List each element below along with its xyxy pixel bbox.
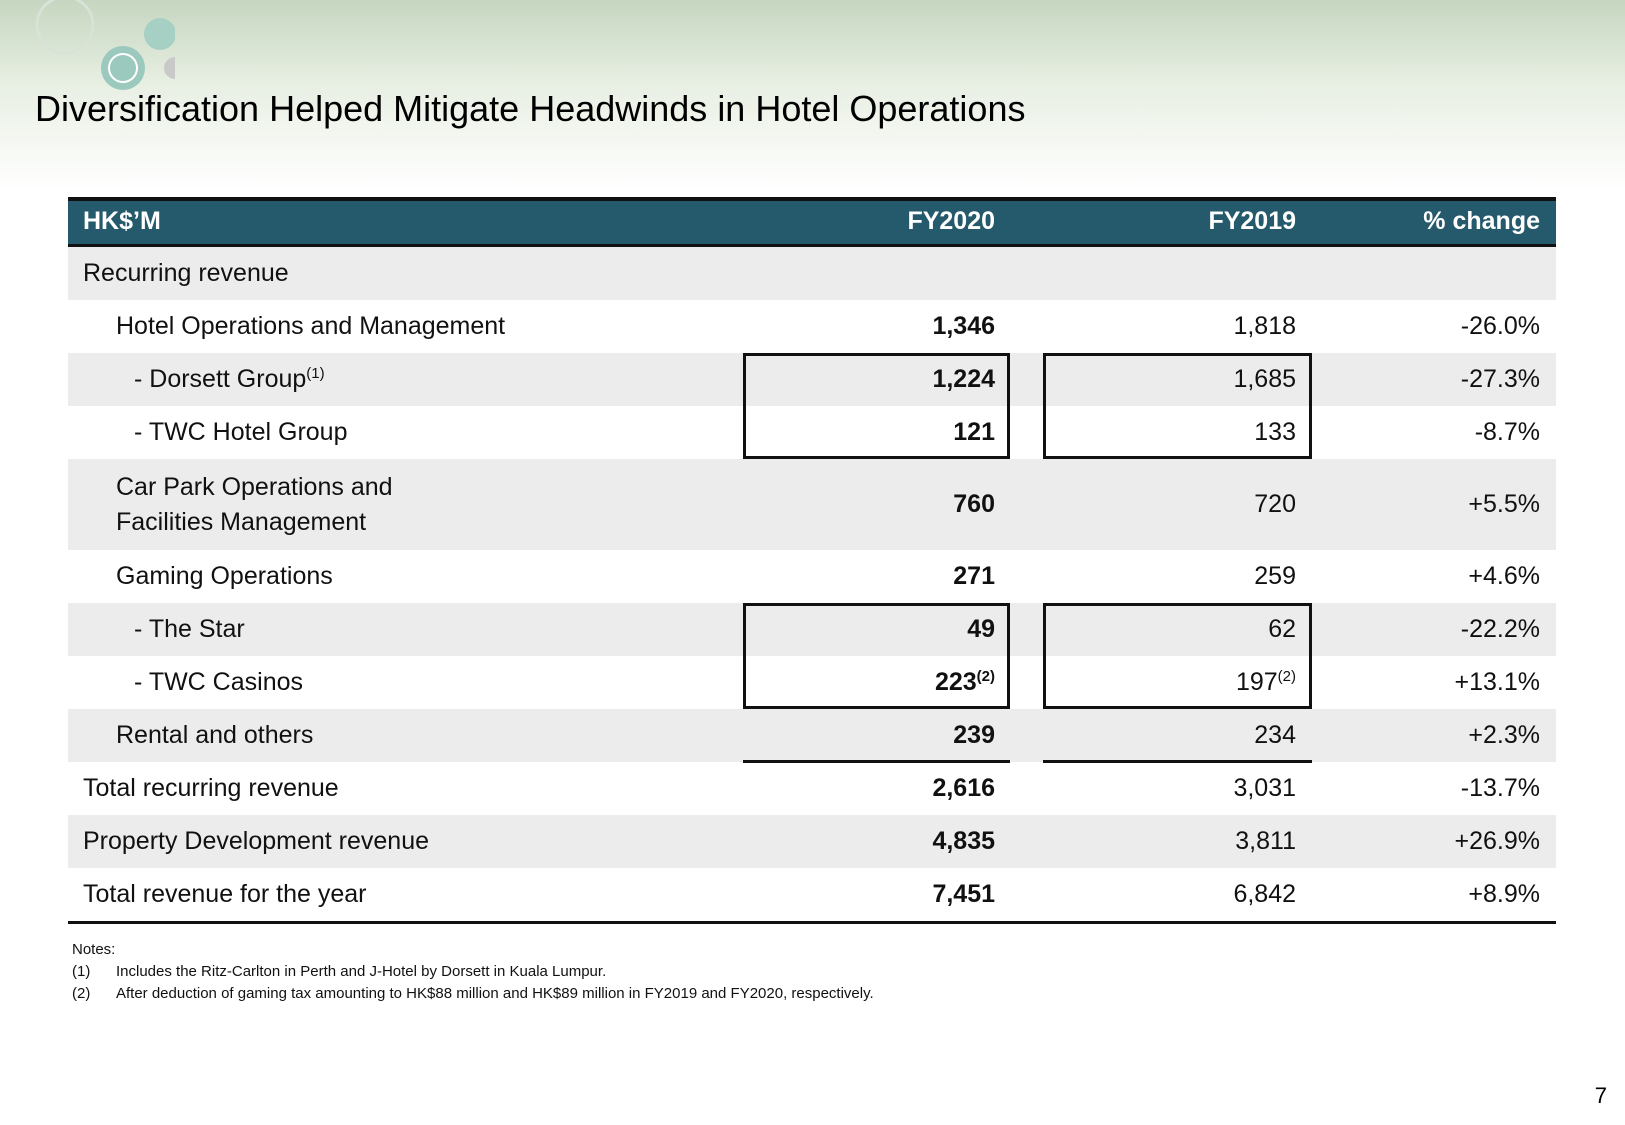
background bbox=[0, 0, 1625, 190]
highlight-box bbox=[743, 603, 1010, 709]
row-value: 49 bbox=[967, 615, 995, 643]
subtotal-rule bbox=[743, 760, 1010, 763]
note-text: After deduction of gaming tax amounting … bbox=[116, 985, 874, 1002]
cell-text: 223 bbox=[934, 668, 977, 696]
row-value: 197(2) bbox=[1236, 665, 1296, 700]
row-value: 271 bbox=[953, 562, 995, 590]
page-number: 7 bbox=[1594, 1083, 1607, 1108]
row-value: 1,346 bbox=[932, 312, 995, 340]
row-label: - TWC Casinos bbox=[134, 668, 304, 696]
highlight-box bbox=[743, 353, 1010, 459]
row-value: +2.3% bbox=[1468, 721, 1540, 749]
header-cell: HK$’M bbox=[83, 207, 161, 235]
row-label: Rental and others bbox=[116, 721, 314, 749]
row-value: 234 bbox=[1254, 721, 1296, 749]
header-cell: % change bbox=[1423, 207, 1540, 235]
header-cell: FY2019 bbox=[1208, 207, 1296, 235]
footnote-ref: (1) bbox=[306, 365, 325, 382]
row-label: Hotel Operations and Management bbox=[116, 312, 506, 340]
row-value: 3,811 bbox=[1235, 827, 1296, 855]
row-value: +4.6% bbox=[1468, 562, 1540, 590]
row-label: Recurring revenue bbox=[83, 259, 289, 287]
row-value: +26.9% bbox=[1454, 827, 1541, 855]
row-value: 3,031 bbox=[1233, 774, 1296, 802]
row-label: - The Star bbox=[134, 615, 245, 643]
header-cell: FY2020 bbox=[907, 207, 995, 235]
row-value: -8.7% bbox=[1474, 418, 1540, 446]
row-band bbox=[68, 406, 1556, 459]
row-value: 2,616 bbox=[932, 774, 995, 802]
highlight-box bbox=[1043, 353, 1312, 459]
row-value: 239 bbox=[953, 721, 995, 749]
title: Diversification Helped Mitigate Headwind… bbox=[35, 88, 1026, 129]
row-label: Total recurring revenue bbox=[83, 774, 339, 802]
row-value: 1,224 bbox=[932, 365, 995, 393]
row-band bbox=[68, 550, 1556, 603]
highlight-box bbox=[1043, 603, 1312, 709]
row-band bbox=[68, 247, 1556, 300]
footnote-ref: (2) bbox=[1277, 668, 1296, 685]
row-label: - Dorsett Group(1) bbox=[134, 362, 325, 397]
cell-text: - Dorsett Group bbox=[134, 365, 307, 393]
note-marker: (2) bbox=[72, 985, 91, 1002]
row-value: 121 bbox=[953, 418, 995, 446]
row-label: Total revenue for the year bbox=[83, 880, 367, 908]
row-band bbox=[68, 868, 1556, 921]
row-label: Property Development revenue bbox=[83, 827, 430, 855]
row-band bbox=[68, 709, 1556, 762]
row-band bbox=[68, 300, 1556, 353]
row-label: - TWC Hotel Group bbox=[134, 418, 348, 446]
row-value: 760 bbox=[953, 490, 995, 518]
row-value: 223(2) bbox=[935, 665, 995, 700]
row-band bbox=[68, 603, 1556, 656]
row-value: 62 bbox=[1268, 615, 1296, 643]
note-text: Includes the Ritz-Carlton in Perth and J… bbox=[116, 963, 607, 980]
note-marker: (1) bbox=[72, 963, 91, 980]
row-value: 720 bbox=[1254, 490, 1296, 518]
row-band bbox=[68, 815, 1556, 868]
row-band bbox=[68, 353, 1556, 406]
row-band bbox=[68, 762, 1556, 815]
row-value: +8.9% bbox=[1468, 880, 1540, 908]
subtotal-rule bbox=[1043, 760, 1312, 763]
row-value: -27.3% bbox=[1460, 365, 1540, 393]
row-value: +13.1% bbox=[1454, 668, 1541, 696]
footnote-ref: (2) bbox=[976, 668, 995, 685]
notes-heading: Notes: bbox=[72, 941, 116, 958]
row-value: -26.0% bbox=[1460, 312, 1540, 340]
header-band bbox=[68, 197, 1556, 247]
logo-decoration bbox=[35, 0, 175, 90]
row-value: 1,685 bbox=[1233, 365, 1296, 393]
row-band bbox=[68, 656, 1556, 709]
row-label: Car Park Operations and Facilities Manag… bbox=[116, 472, 393, 536]
row-value: 1,818 bbox=[1233, 312, 1296, 340]
table-bottom-rule bbox=[68, 921, 1556, 924]
row-label: Gaming Operations bbox=[116, 562, 333, 590]
row-band bbox=[68, 459, 1556, 550]
row-value: 7,451 bbox=[932, 880, 995, 908]
row-value: -13.7% bbox=[1460, 774, 1540, 802]
row-value: +5.5% bbox=[1468, 490, 1540, 518]
cell-text: 197 bbox=[1235, 668, 1278, 696]
row-value: -22.2% bbox=[1460, 615, 1540, 643]
row-value: 259 bbox=[1254, 562, 1296, 590]
row-value: 4,835 bbox=[932, 827, 995, 855]
row-value: 6,842 bbox=[1233, 880, 1296, 908]
row-value: 133 bbox=[1254, 418, 1296, 446]
